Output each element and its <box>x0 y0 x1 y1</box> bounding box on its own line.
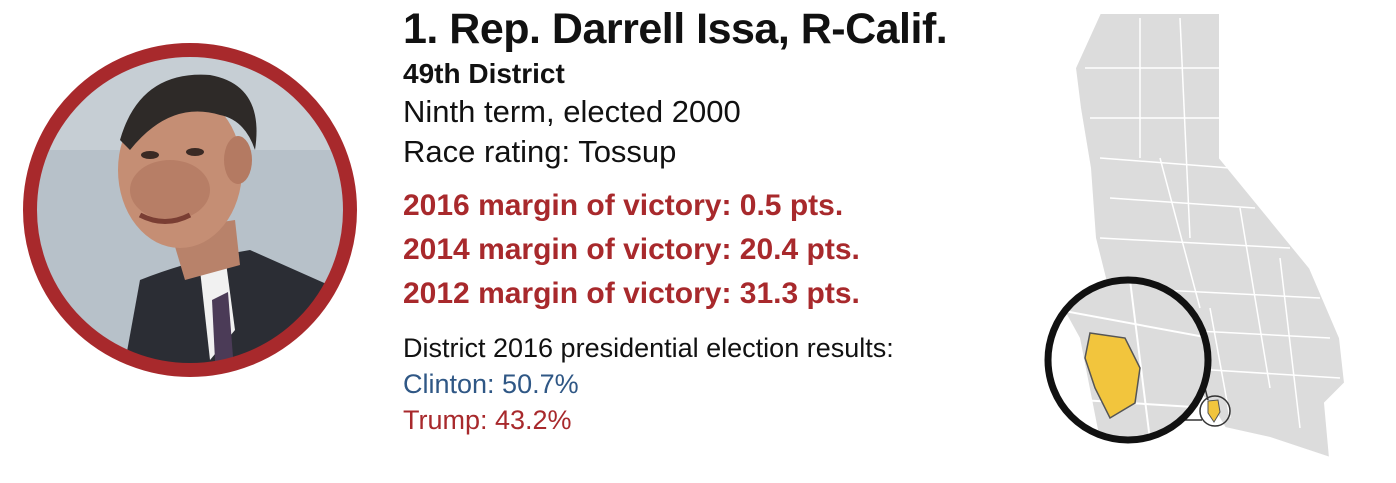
trump-result: Trump: 43.2% <box>403 405 572 435</box>
district-label: 49th District <box>403 58 565 89</box>
term-text: Ninth term, elected 2000 <box>403 94 741 129</box>
margin-2016: 2016 margin of victory: 0.5 pts. <box>403 189 844 222</box>
presidential-results: District 2016 presidential election resu… <box>403 330 1043 438</box>
margin-2014: 2014 margin of victory: 20.4 pts. <box>403 233 860 266</box>
rep-name: 1. Rep. Darrell Issa, R-Calif. <box>403 5 948 53</box>
california-map-icon <box>1044 12 1347 460</box>
margins-list: 2016 margin of victory: 0.5 pts. 2014 ma… <box>403 184 1043 316</box>
rep-info: 1. Rep. Darrell Issa, R-Calif. 49th Dist… <box>403 2 1043 438</box>
portrait-photo <box>20 30 360 390</box>
clinton-result: Clinton: 50.7% <box>403 369 579 399</box>
race-rating: Race rating: Tossup <box>403 134 677 169</box>
results-title: District 2016 presidential election resu… <box>403 333 894 363</box>
margin-2012: 2012 margin of victory: 31.3 pts. <box>403 277 860 310</box>
california-map <box>1040 8 1380 478</box>
person-portrait-icon <box>23 43 357 377</box>
